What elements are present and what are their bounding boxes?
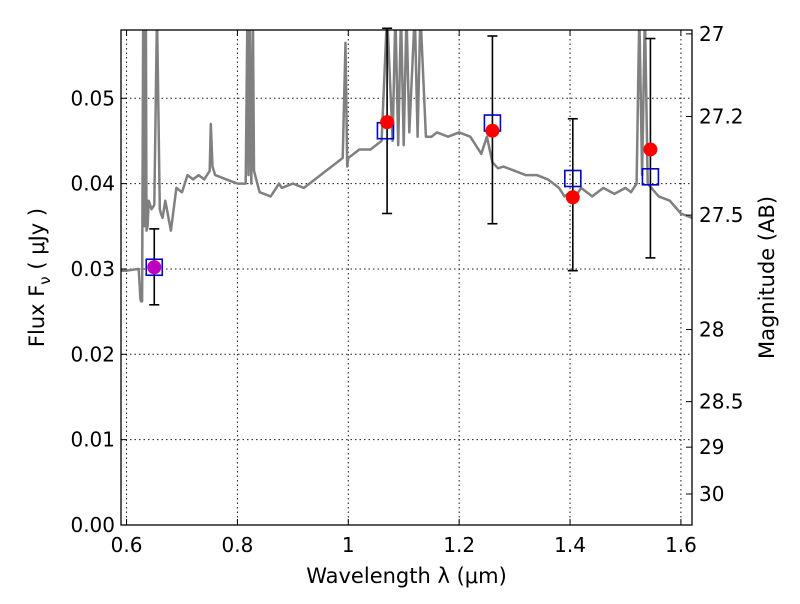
y-tick-label: 0.01 [70,428,115,452]
y-tick-label: 0.04 [70,172,115,196]
y2-tick-label: 29 [699,435,724,459]
grid-layer [121,30,692,526]
y2-tick-label: 28.5 [699,390,744,414]
observed-flux-point [485,123,500,138]
y2-tick-label: 27.5 [699,203,744,227]
y-axis-title-unit: ( μJy ) [25,208,49,276]
marker-layer [145,27,660,306]
y2-tick-label: 28 [699,317,724,341]
y-tick-label: 0.03 [70,257,115,281]
x-axis-title: Wavelength λ (μm) [306,564,507,588]
spectrum-layer [121,30,692,303]
plot-frame [120,29,693,526]
x-tick-label: 1.6 [665,533,697,557]
axis-layer [120,29,693,526]
model-square-marker [564,169,582,188]
y2-tick-label: 30 [699,482,724,506]
y-tick-label: 0.00 [70,513,115,537]
label-layer: 0.6 0.8 1 1.2 1.4 1.6 0.00 0.01 0.02 0.03 0.04 0.05… [25,22,779,588]
x-tick-label: 1 [342,533,355,557]
model-square-marker [641,167,660,186]
y-axis-title: Flux Fν ( μJy ) [25,208,54,347]
x-tick-label: 0.8 [222,533,254,557]
y2-axis-title: Magnitude (AB) [755,196,779,359]
y-axis-title-main: Flux F [25,285,49,347]
y-axis-title-subscript: ν [36,276,54,284]
x-tick-label: 0.6 [111,533,143,557]
x-tick-label: 1.4 [554,533,586,557]
x-tick-label: 1.2 [443,533,475,557]
observed-flux-point [380,115,395,130]
observed-flux-point [147,260,162,275]
template-spectrum-line [121,30,692,303]
y-tick-label: 0.05 [70,86,115,110]
observed-flux-point [565,190,580,205]
y2-tick-label: 27 [699,22,724,46]
y-tick-label: 0.02 [70,342,115,366]
y2-tick-label: 27.2 [699,104,744,128]
observed-flux-point [643,142,658,157]
model-square-marker [145,258,164,277]
